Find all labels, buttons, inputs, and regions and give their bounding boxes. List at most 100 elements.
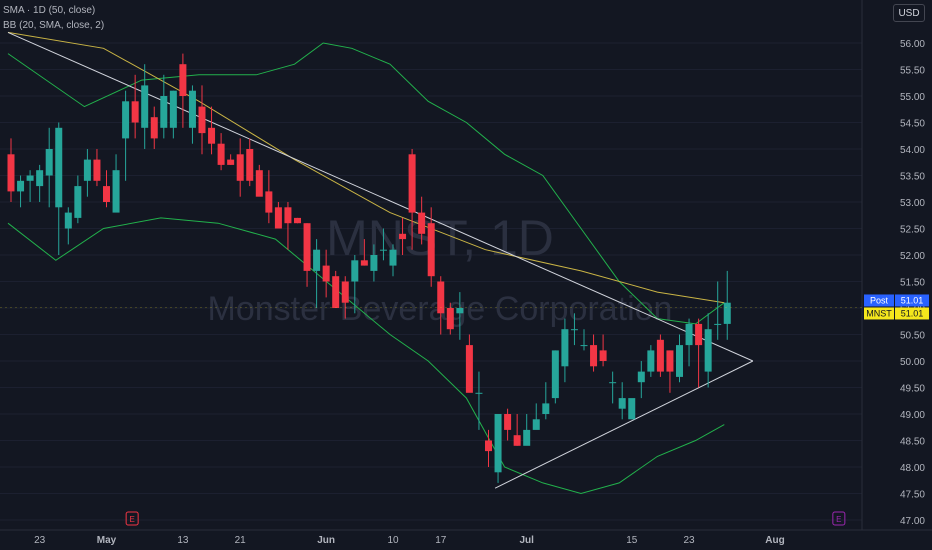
- currency-button[interactable]: USD: [893, 4, 925, 22]
- candle-body: [265, 191, 273, 213]
- price-tag-label: MNST: [866, 308, 892, 318]
- candle-body: [676, 345, 683, 377]
- earnings-marker-letter: E: [129, 515, 134, 524]
- candle-body: [714, 323, 722, 325]
- candle-body: [561, 329, 569, 367]
- y-tick-label: 53.50: [900, 172, 925, 183]
- price-axis[interactable]: 47.00 47.50 48.00 48.50 49.00 49.50 50.00 50.50…: [0, 0, 932, 531]
- candle-body: [647, 350, 655, 372]
- y-tick-label: 52.50: [900, 225, 925, 236]
- candle-body: [360, 260, 368, 266]
- candle-body: [475, 392, 483, 394]
- candle-body: [322, 265, 330, 282]
- candle-body: [580, 345, 588, 347]
- legend-sma[interactable]: SMA · 1D (50, close): [3, 5, 96, 16]
- candle-body: [284, 207, 292, 224]
- candlesticks: [7, 53, 731, 483]
- candle-body: [160, 96, 168, 128]
- candle-body: [313, 249, 321, 271]
- legend-bb[interactable]: BB (20, SMA, close, 2): [3, 20, 105, 31]
- candle-body: [618, 398, 626, 409]
- candle-body: [532, 419, 540, 430]
- candle-body: [351, 260, 359, 282]
- trendline-1: [7, 31, 754, 362]
- x-tick-label: Jul: [519, 535, 534, 546]
- y-tick-label: 48.00: [900, 463, 925, 474]
- earnings-marker-letter: E: [836, 515, 841, 524]
- y-tick-label: 49.50: [900, 384, 925, 395]
- x-tick-label: 23: [34, 535, 46, 546]
- y-tick-label: 47.00: [900, 516, 925, 527]
- candle-body: [599, 350, 607, 361]
- candle-body: [408, 154, 416, 213]
- candle-body: [341, 281, 349, 303]
- candle-body: [36, 170, 44, 187]
- trendlines[interactable]: [7, 31, 754, 489]
- price-value: 51.01: [901, 308, 924, 318]
- candle-body: [55, 127, 63, 208]
- candle-body: [485, 440, 492, 452]
- x-tick-label: 13: [177, 535, 189, 546]
- candle-body: [169, 90, 177, 128]
- candle-body: [255, 170, 263, 197]
- candle-body: [236, 154, 244, 181]
- price-labels: Post 51.01 MNST 51.01: [0, 294, 929, 320]
- candle-body: [208, 127, 216, 144]
- y-tick-label: 55.50: [900, 66, 925, 77]
- candle-body: [389, 249, 397, 266]
- candle-body: [628, 398, 636, 420]
- y-tick-label: 50.00: [900, 357, 925, 368]
- price-value-bg: [895, 294, 929, 307]
- candle-body: [131, 101, 139, 123]
- y-tick-label: 53.00: [900, 198, 925, 209]
- candle-body: [227, 159, 235, 165]
- candle-body: [637, 371, 645, 383]
- trendline-2: [494, 360, 754, 489]
- bollinger-bands: [7, 42, 725, 495]
- candle-body: [723, 302, 731, 324]
- y-tick-label: 54.50: [900, 119, 925, 130]
- price-tag-bg: [864, 307, 894, 320]
- candle-body: [590, 345, 598, 367]
- candle-body: [122, 101, 130, 139]
- price-tag-label: Post: [870, 295, 889, 305]
- candle-body: [570, 329, 578, 331]
- candle-body: [17, 180, 25, 192]
- candle-body: [103, 186, 110, 202]
- sma-50-line: [7, 31, 725, 304]
- y-tick-label: 48.50: [900, 437, 925, 448]
- candle-body: [523, 429, 531, 446]
- candle-body: [198, 106, 206, 134]
- candle-body: [437, 281, 445, 314]
- candle-body: [246, 149, 254, 181]
- earnings-marker-icon: [832, 511, 846, 526]
- candle-body: [45, 149, 53, 176]
- candle-body: [609, 382, 617, 384]
- candle-body: [83, 159, 91, 181]
- candle-body: [74, 186, 82, 218]
- candle-body: [370, 255, 378, 271]
- x-tick-label: 17: [435, 535, 447, 546]
- x-tick-label: May: [97, 535, 117, 546]
- candle-body: [217, 143, 225, 165]
- candle-body: [446, 308, 454, 330]
- y-tick-label: 47.50: [900, 490, 925, 501]
- candle-body: [513, 435, 521, 446]
- candle-body: [303, 223, 311, 271]
- candle-body: [542, 403, 550, 414]
- earnings-marker-icon: [125, 511, 139, 526]
- sma-line: [7, 31, 725, 304]
- candle-body: [465, 345, 473, 393]
- candle-body: [504, 414, 512, 430]
- time-axis[interactable]: 23 May 13 21 Jun 10 17 Jul 15 23 Aug: [34, 535, 785, 546]
- x-tick-label: 10: [387, 535, 399, 546]
- candle-body: [418, 212, 426, 234]
- candle-body: [294, 217, 301, 224]
- candle-body: [332, 276, 340, 308]
- candle-body: [64, 212, 72, 229]
- x-tick-label: 23: [683, 535, 695, 546]
- candle-body: [188, 90, 196, 128]
